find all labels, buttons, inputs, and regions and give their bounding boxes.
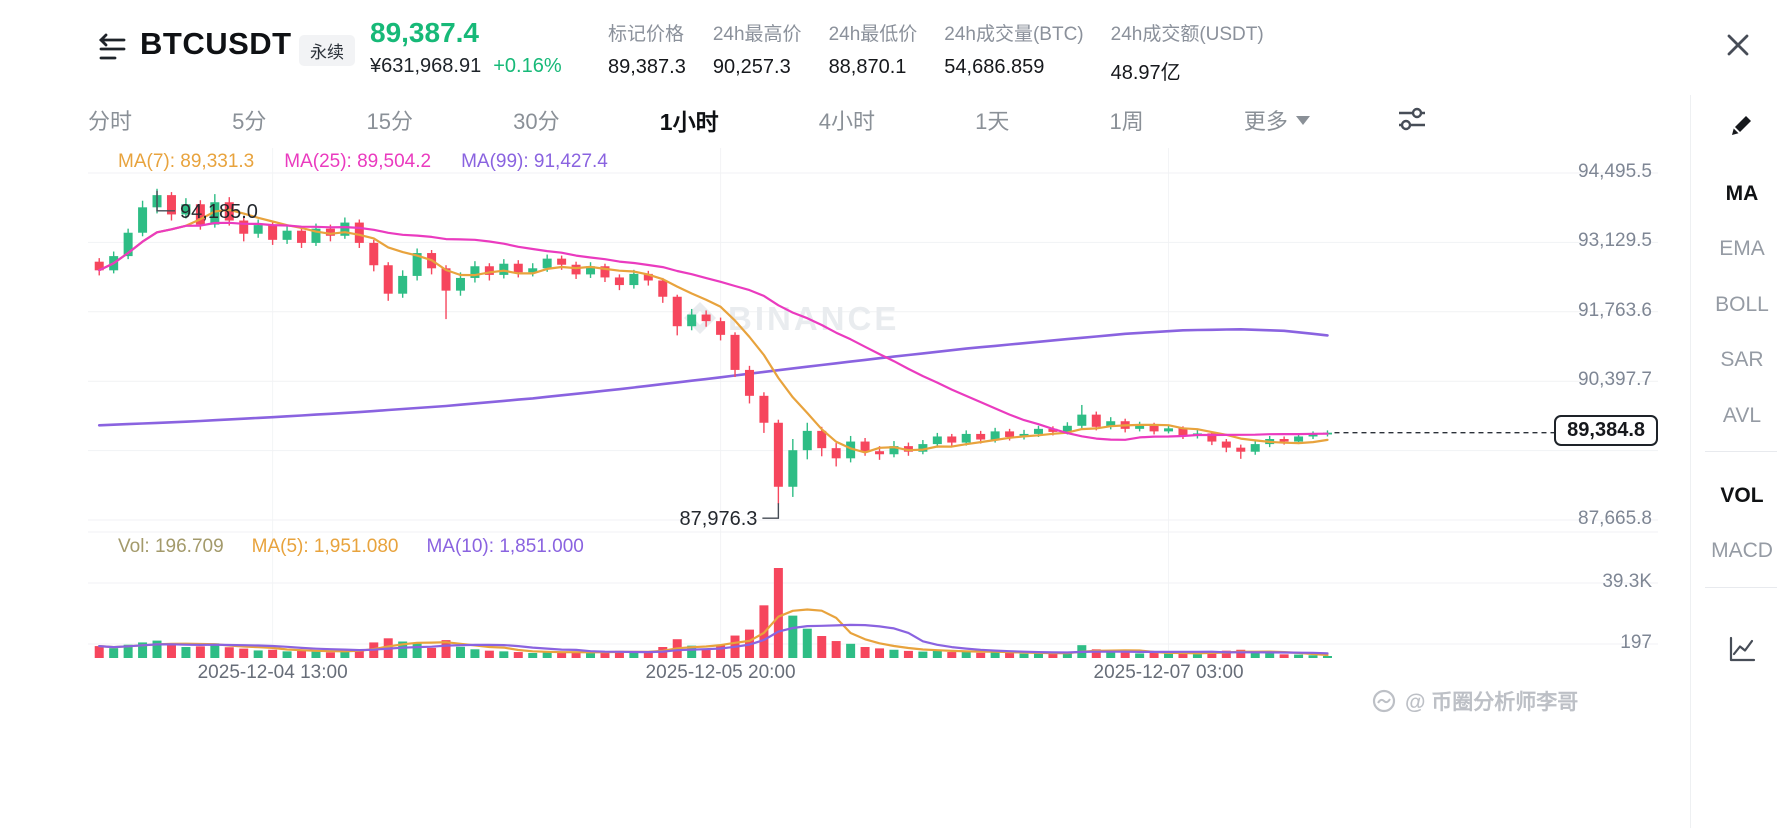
volume-axis-label: 197 (1620, 632, 1652, 653)
tab-timeframe-15m[interactable]: 15分 (366, 109, 414, 134)
svg-text:87,976.3: 87,976.3 (680, 508, 758, 530)
contract-type-badge: 永续 (299, 35, 355, 66)
tab-timeframe-1d[interactable]: 1天 (975, 109, 1010, 134)
x-axis-label: 2025-12-07 03:00 (1093, 662, 1244, 683)
indicator-boll[interactable]: BOLL (1715, 293, 1769, 316)
change-percent: +0.16% (493, 55, 562, 77)
vol-ma5-legend: MA(5): 1,951.080 (251, 536, 399, 557)
author-watermark: @ 币圈分析师李哥 (1372, 686, 1578, 716)
ma-legend: MA(7): 89,331.3 MA(25): 89,504.2 MA(99):… (118, 151, 608, 173)
x-axis-label: 2025-12-05 20:00 (645, 662, 796, 683)
indicator-avl[interactable]: AVL (1722, 404, 1762, 427)
ma99-legend: MA(99): 91,427.4 (461, 151, 608, 172)
indicator-vol[interactable]: VOL (1720, 484, 1764, 507)
vol-value-legend: Vol: 196.709 (118, 536, 224, 557)
indicator-sidebar: MA EMA BOLL SAR AVL VOL MACD (1690, 95, 1792, 828)
price-axis-label: 90,397.7 (1578, 369, 1652, 391)
tab-timeframe-30m[interactable]: 30分 (513, 109, 560, 134)
stat-24h-volume-btc: 24h成交量(BTC) 54,686.859 (944, 24, 1084, 78)
fiat-price: ¥631,968.91 (370, 55, 482, 77)
tab-timeframe-fenshi[interactable]: 分时 (88, 109, 133, 134)
tab-timeframe-4h[interactable]: 4小时 (818, 109, 875, 134)
x-axis-label: 2025-12-04 13:00 (197, 662, 348, 683)
stat-mark-price: 标记价格 89,387.3 (608, 24, 686, 78)
sidebar-divider (1705, 587, 1777, 588)
sidebar-divider (1705, 451, 1777, 452)
price-axis-label: 93,129.5 (1578, 230, 1652, 252)
close-icon[interactable] (1724, 31, 1752, 59)
tab-timeframe-1h[interactable]: 1小时 (659, 109, 719, 135)
indicator-macd[interactable]: MACD (1711, 539, 1773, 562)
last-price: 89,387.4 (370, 17, 479, 48)
ma7-legend: MA(7): 89,331.3 (118, 151, 255, 172)
indicator-ma[interactable]: MA (1725, 182, 1759, 205)
svg-text:94,185.0: 94,185.0 (180, 201, 258, 223)
stat-24h-high: 24h最高价 90,257.3 (712, 24, 802, 78)
price-axis-label: 91,763.6 (1578, 299, 1652, 321)
stat-24h-turnover-usdt: 24h成交额(USDT) 48.97亿 (1110, 24, 1264, 84)
symbol-title[interactable]: BTCUSDT (140, 26, 292, 61)
candlestick-chart[interactable]: BINANCE 94,185.0 87,976.3 (88, 148, 1658, 688)
current-price-tag: 89,384.8 (1554, 414, 1658, 446)
indicator-sar[interactable]: SAR (1720, 348, 1764, 371)
price-axis-label: 94,495.5 (1578, 161, 1652, 182)
market-stats: 标记价格 89,387.3 24h最高价 90,257.3 24h最低价 88,… (608, 19, 1264, 85)
vol-ma10-legend: MA(10): 1,851.000 (426, 536, 584, 557)
stat-24h-low: 24h最低价 88,870.1 (828, 24, 918, 78)
svg-text:BINANCE: BINANCE (728, 300, 899, 337)
volume-legend: Vol: 196.709 MA(5): 1,951.080 MA(10): 1,… (118, 536, 584, 558)
tab-timeframe-5m[interactable]: 5分 (232, 109, 267, 134)
back-list-icon[interactable] (94, 30, 130, 66)
indicator-ema[interactable]: EMA (1719, 237, 1765, 260)
tab-timeframe-more[interactable]: 更多 (1244, 104, 1310, 136)
watermark-logo-icon (1372, 689, 1396, 713)
volume-axis-label: 39.3K (1602, 571, 1652, 592)
author-watermark-text: @ 币圈分析师李哥 (1405, 691, 1579, 714)
price-axis-label: 87,665.8 (1578, 508, 1652, 529)
chart-display-settings-icon[interactable] (1396, 104, 1428, 134)
chart-area: BINANCE 94,185.0 87,976.3 MA(7): 89,331.3 … (88, 148, 1658, 688)
chart-style-icon[interactable] (1726, 633, 1758, 665)
ma25-legend: MA(25): 89,504.2 (284, 151, 432, 172)
draw-pencil-icon[interactable] (1724, 105, 1758, 139)
timeframe-bar: 分时 5分 15分 30分 1小时 4小时 1天 1周 更多 (88, 95, 1310, 145)
fiat-price-row: ¥631,968.91 +0.16% (370, 55, 562, 78)
tab-timeframe-1w[interactable]: 1周 (1109, 109, 1144, 134)
chevron-down-icon (1295, 115, 1310, 125)
